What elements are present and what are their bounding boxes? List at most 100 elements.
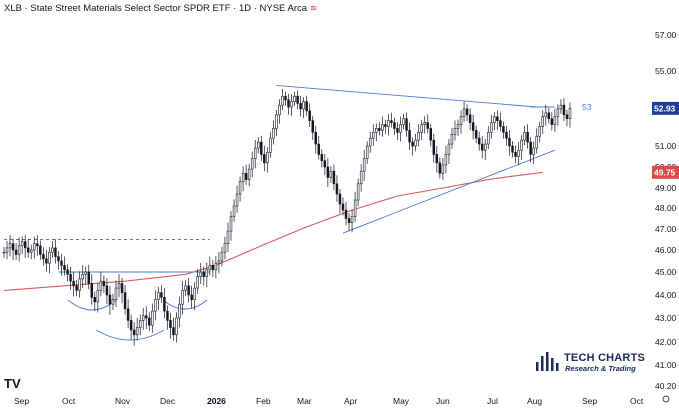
candle — [205, 269, 209, 277]
candle — [196, 276, 199, 289]
x-tick-label: Jun — [436, 396, 450, 406]
x-tick-label: Feb — [256, 396, 271, 406]
candle — [359, 170, 363, 185]
candle — [323, 160, 327, 168]
candle — [435, 154, 439, 164]
candle — [5, 247, 9, 253]
candle — [505, 132, 508, 139]
candle — [523, 132, 526, 141]
candle — [54, 247, 57, 257]
candle — [39, 245, 42, 255]
candle — [145, 315, 148, 319]
candle — [290, 101, 293, 108]
y-tick-label: 46.00 — [655, 245, 677, 255]
candle — [372, 132, 375, 139]
candle — [378, 128, 381, 131]
y-tick-label: 42.00 — [655, 337, 677, 347]
candle — [493, 116, 496, 123]
candle — [453, 128, 457, 135]
candle — [444, 154, 448, 166]
bar-chart-icon — [536, 352, 559, 371]
trendline — [276, 84, 537, 108]
candle — [178, 303, 181, 319]
candle — [96, 290, 100, 303]
candle — [157, 292, 160, 300]
candle — [90, 283, 94, 298]
candle — [302, 101, 305, 110]
candle — [490, 122, 493, 133]
candle — [87, 271, 90, 284]
candle — [296, 95, 299, 104]
candle — [78, 278, 81, 291]
candle — [550, 118, 554, 125]
candle — [75, 285, 78, 291]
candle — [299, 103, 302, 110]
candle — [314, 132, 317, 145]
candle — [499, 120, 502, 127]
x-tick-label: May — [393, 396, 410, 406]
candle — [111, 299, 115, 305]
tradingview-logo: TV — [4, 376, 21, 391]
candle — [477, 137, 481, 145]
brand-name: TECH CHARTS — [564, 352, 646, 364]
candle — [257, 141, 260, 149]
candle — [502, 126, 505, 133]
candle — [547, 112, 551, 119]
candle — [450, 134, 454, 145]
candle — [441, 164, 445, 174]
candle — [462, 108, 466, 118]
candle — [529, 141, 532, 155]
candle — [275, 114, 278, 129]
symbol-title: XLB · State Street Materials Select Sect… — [4, 3, 308, 14]
candle — [102, 280, 106, 287]
candle — [284, 95, 287, 101]
candle — [247, 168, 251, 180]
x-tick-label: Nov — [115, 396, 131, 406]
candle — [169, 320, 172, 328]
candle — [48, 251, 51, 264]
candle — [384, 124, 387, 127]
candle — [320, 154, 324, 161]
candle — [468, 114, 472, 123]
x-tick-label: Apr — [344, 396, 357, 406]
candle — [326, 166, 330, 178]
wave-icon: ≋ — [310, 3, 318, 13]
candle — [17, 245, 21, 255]
candle — [338, 193, 342, 205]
candle — [456, 124, 460, 129]
candle — [356, 183, 360, 201]
candle — [432, 139, 436, 155]
candle — [45, 258, 48, 264]
candle — [187, 285, 190, 296]
candle — [114, 287, 118, 300]
y-tick-label: 48.00 — [655, 203, 677, 213]
candle — [84, 271, 87, 275]
candle — [226, 230, 230, 245]
candle — [438, 162, 442, 174]
y-tick-label: 51.00 — [655, 141, 677, 151]
candle — [126, 308, 130, 321]
candle — [532, 147, 535, 155]
candle — [260, 141, 263, 155]
candle — [250, 158, 254, 170]
candle — [269, 137, 272, 153]
candle — [57, 256, 60, 262]
candle — [99, 280, 103, 291]
candle — [329, 170, 333, 178]
candle — [238, 181, 242, 195]
candle — [362, 158, 366, 172]
candle — [60, 260, 63, 266]
candle — [541, 116, 544, 127]
candle — [263, 154, 266, 164]
y-tick-label: 40.20 — [655, 381, 677, 391]
candle — [393, 122, 396, 129]
candle — [63, 265, 66, 271]
candle — [208, 265, 212, 271]
candle — [163, 296, 166, 312]
x-tick-label: Oct — [62, 396, 76, 406]
candle — [30, 249, 33, 253]
candle — [417, 132, 420, 141]
settings-icon[interactable] — [662, 395, 670, 403]
candle — [335, 183, 339, 195]
